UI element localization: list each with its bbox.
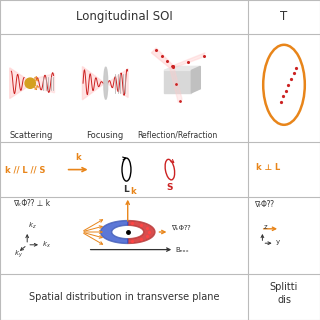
Text: L: L: [124, 185, 129, 194]
Text: k: k: [130, 187, 136, 196]
Text: ∇ₖΦ⁇ ⊥ k: ∇ₖΦ⁇ ⊥ k: [13, 199, 50, 208]
Text: ∇ᵣΦ⁇: ∇ᵣΦ⁇: [254, 200, 274, 209]
Polygon shape: [164, 70, 191, 93]
Polygon shape: [107, 69, 128, 98]
Text: Focusing: Focusing: [86, 131, 124, 140]
Polygon shape: [100, 220, 128, 244]
Polygon shape: [128, 220, 155, 244]
Text: y: y: [276, 239, 280, 245]
Text: k ⊥ L: k ⊥ L: [256, 164, 280, 172]
Text: ∇ₖΦ⁇: ∇ₖΦ⁇: [171, 224, 190, 230]
Text: z: z: [264, 224, 267, 230]
Circle shape: [25, 78, 35, 88]
Polygon shape: [170, 66, 182, 102]
Text: Bₑₒₓ: Bₑₒₓ: [176, 247, 189, 252]
Text: k: k: [75, 153, 81, 162]
Text: S: S: [167, 183, 173, 192]
Text: Scattering: Scattering: [10, 131, 53, 140]
Ellipse shape: [104, 67, 108, 99]
Text: $k_z$: $k_z$: [28, 221, 37, 231]
Polygon shape: [171, 53, 205, 69]
Text: Longitudinal SOI: Longitudinal SOI: [76, 10, 172, 23]
Text: $k_y$: $k_y$: [14, 248, 23, 260]
Polygon shape: [83, 67, 105, 100]
Polygon shape: [10, 68, 26, 99]
Text: Spatial distribution in transverse plane: Spatial distribution in transverse plane: [29, 292, 219, 302]
Text: Reflection/Refraction: Reflection/Refraction: [137, 131, 217, 140]
Text: T: T: [280, 10, 288, 23]
Polygon shape: [191, 66, 200, 93]
Polygon shape: [164, 66, 200, 70]
Text: $k_x$: $k_x$: [42, 239, 51, 250]
Polygon shape: [151, 48, 173, 69]
Polygon shape: [35, 74, 54, 93]
Text: Splitti
dis: Splitti dis: [270, 283, 298, 305]
Text: k // L // S: k // L // S: [5, 165, 45, 174]
